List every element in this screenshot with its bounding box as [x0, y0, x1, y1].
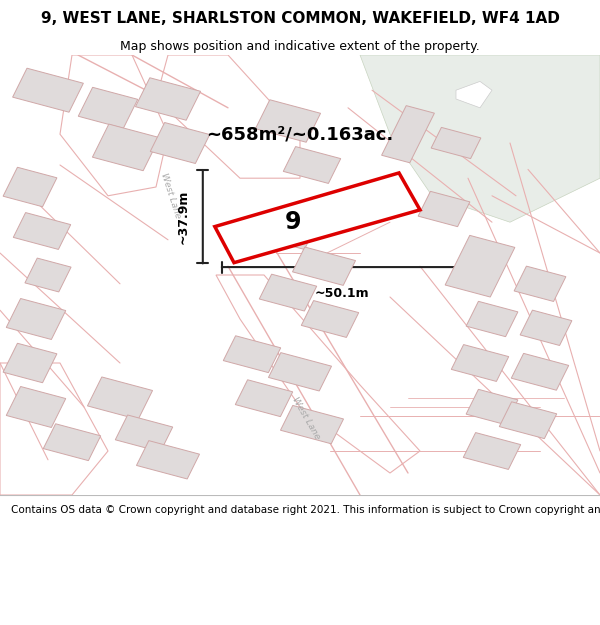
Polygon shape: [115, 415, 173, 452]
Polygon shape: [360, 55, 600, 222]
Polygon shape: [445, 236, 515, 297]
Polygon shape: [283, 147, 341, 183]
Text: ~37.9m: ~37.9m: [176, 189, 190, 244]
Text: Contains OS data © Crown copyright and database right 2021. This information is : Contains OS data © Crown copyright and d…: [11, 506, 600, 516]
Polygon shape: [13, 68, 83, 112]
Polygon shape: [235, 380, 293, 417]
Polygon shape: [60, 55, 168, 196]
Polygon shape: [92, 124, 160, 171]
Polygon shape: [3, 343, 57, 382]
Text: 9, WEST LANE, SHARLSTON COMMON, WAKEFIELD, WF4 1AD: 9, WEST LANE, SHARLSTON COMMON, WAKEFIEL…: [41, 11, 559, 26]
Polygon shape: [451, 344, 509, 381]
Polygon shape: [215, 173, 420, 262]
Polygon shape: [136, 441, 200, 479]
Polygon shape: [382, 106, 434, 162]
Polygon shape: [301, 301, 359, 338]
Polygon shape: [463, 432, 521, 469]
Polygon shape: [156, 55, 300, 178]
Text: ~658m²/~0.163ac.: ~658m²/~0.163ac.: [206, 125, 394, 143]
Polygon shape: [6, 386, 66, 428]
Polygon shape: [499, 402, 557, 439]
Polygon shape: [456, 81, 492, 107]
Polygon shape: [136, 78, 200, 120]
Polygon shape: [280, 406, 344, 444]
Polygon shape: [88, 377, 152, 419]
Polygon shape: [78, 88, 138, 128]
Polygon shape: [25, 258, 71, 292]
Polygon shape: [256, 100, 320, 142]
Text: West Lane: West Lane: [160, 172, 182, 219]
Polygon shape: [259, 213, 317, 249]
Polygon shape: [216, 275, 420, 473]
Polygon shape: [520, 310, 572, 346]
Polygon shape: [43, 424, 101, 461]
Polygon shape: [259, 274, 317, 311]
Text: Map shows position and indicative extent of the property.: Map shows position and indicative extent…: [120, 39, 480, 52]
Polygon shape: [418, 191, 470, 227]
Polygon shape: [268, 352, 332, 391]
Polygon shape: [466, 301, 518, 337]
Polygon shape: [511, 353, 569, 390]
Polygon shape: [3, 168, 57, 207]
Polygon shape: [6, 299, 66, 339]
Polygon shape: [13, 213, 71, 249]
Polygon shape: [150, 122, 210, 164]
Text: 9: 9: [285, 211, 301, 234]
Text: ~50.1m: ~50.1m: [314, 287, 370, 300]
Text: West Lane: West Lane: [290, 395, 322, 441]
Polygon shape: [466, 389, 518, 424]
Polygon shape: [223, 336, 281, 372]
Polygon shape: [514, 266, 566, 301]
Polygon shape: [431, 127, 481, 159]
Polygon shape: [0, 363, 108, 495]
Polygon shape: [292, 247, 356, 286]
